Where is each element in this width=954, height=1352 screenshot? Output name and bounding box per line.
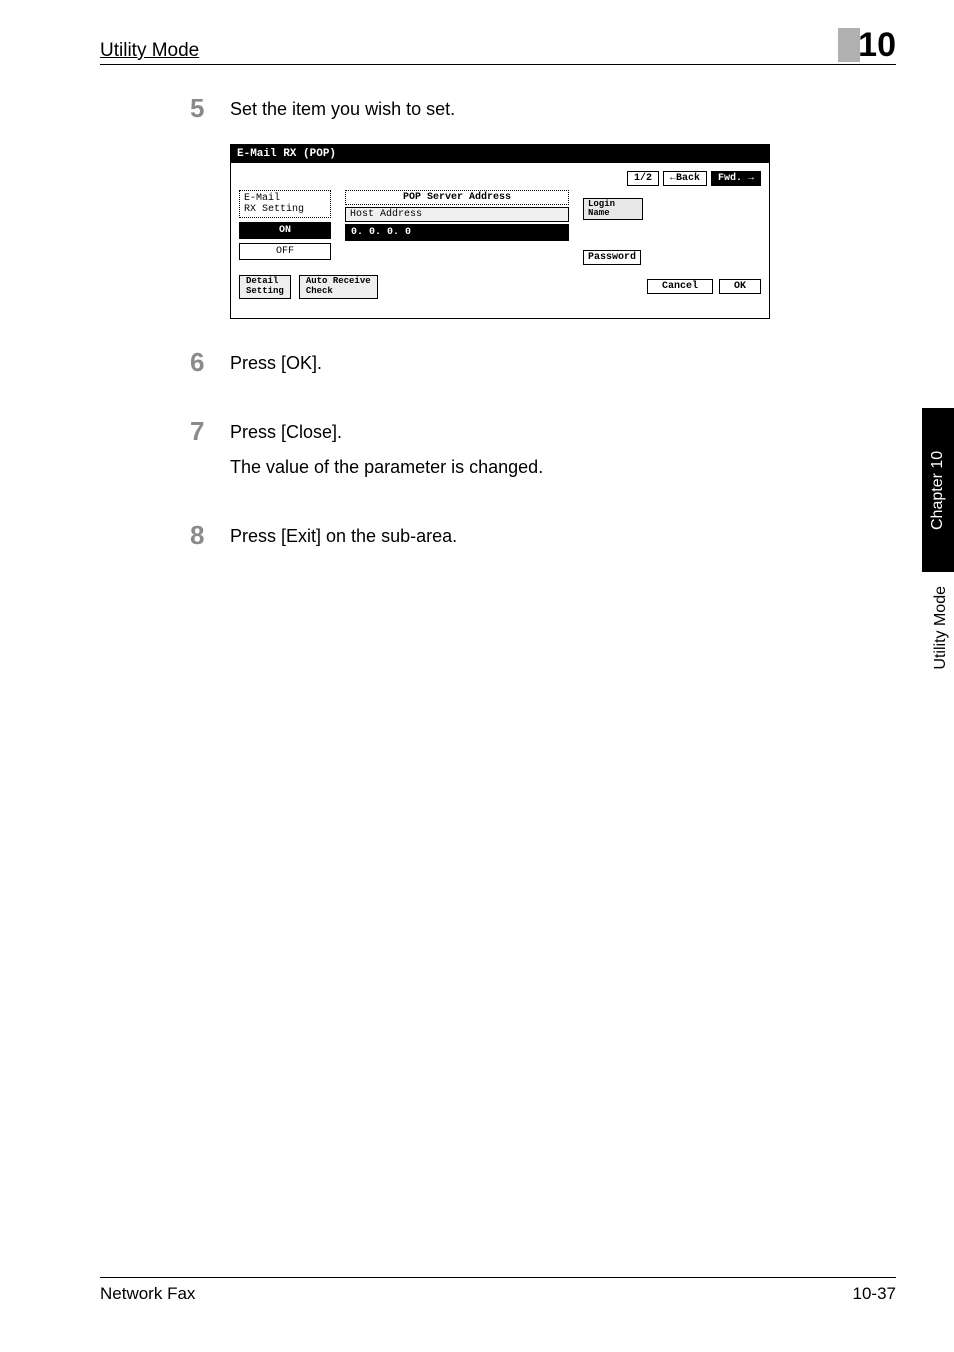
auto-line: Check xyxy=(306,286,333,296)
step-8: 8 Press [Exit] on the sub-area. xyxy=(100,520,896,561)
section-number: 10 xyxy=(840,28,896,62)
step-5: 5 Set the item you wish to set. xyxy=(100,93,896,134)
footer-right: 10-37 xyxy=(853,1284,896,1304)
step-number: 7 xyxy=(100,416,230,492)
header-title: Utility Mode xyxy=(100,40,199,62)
login-line: Name xyxy=(588,208,610,218)
step-subtext: The value of the parameter is changed. xyxy=(230,457,896,478)
step-7: 7 Press [Close]. The value of the parame… xyxy=(100,416,896,492)
step-text: Set the item you wish to set. xyxy=(230,99,896,120)
page-footer: Network Fax 10-37 xyxy=(100,1277,896,1304)
back-button[interactable]: ←Back xyxy=(663,171,707,186)
detail-line: Setting xyxy=(246,286,284,296)
cancel-button[interactable]: Cancel xyxy=(647,279,713,294)
login-name-button[interactable]: Login Name xyxy=(583,198,643,220)
footer-left: Network Fax xyxy=(100,1284,195,1304)
lcd-title: E-Mail RX (POP) xyxy=(231,145,769,163)
step-6: 6 Press [OK]. xyxy=(100,347,896,388)
step-text: Press [OK]. xyxy=(230,353,896,374)
email-rx-label: E-Mail RX Setting xyxy=(239,190,331,218)
step-text: Press [Close]. xyxy=(230,422,896,443)
step-number: 5 xyxy=(100,93,230,134)
label-line: E-Mail xyxy=(244,193,280,204)
page-indicator: 1/2 xyxy=(627,171,659,186)
label-line: RX Setting xyxy=(244,204,304,215)
page-header: Utility Mode 10 xyxy=(100,28,896,65)
auto-line: Auto Receive xyxy=(306,276,371,286)
pop-server-title: POP Server Address xyxy=(345,190,569,205)
step-number: 8 xyxy=(100,520,230,561)
host-address-value: 0. 0. 0. 0 xyxy=(345,224,569,241)
chapter-tab: Chapter 10 xyxy=(922,408,954,572)
on-button[interactable]: ON xyxy=(239,222,331,239)
ok-button[interactable]: OK xyxy=(719,279,761,294)
detail-setting-button[interactable]: Detail Setting xyxy=(239,275,291,299)
lcd-panel: E-Mail RX (POP) 1/2 ←Back Fwd. → E-Mail … xyxy=(230,144,770,319)
off-button[interactable]: OFF xyxy=(239,243,331,260)
auto-receive-button[interactable]: Auto Receive Check xyxy=(299,275,378,299)
detail-line: Detail xyxy=(246,276,278,286)
step-number: 6 xyxy=(100,347,230,388)
fwd-button[interactable]: Fwd. → xyxy=(711,171,761,186)
host-address-button[interactable]: Host Address xyxy=(345,207,569,222)
step-text: Press [Exit] on the sub-area. xyxy=(230,526,896,547)
mode-tab: Utility Mode xyxy=(932,586,950,670)
password-button[interactable]: Password xyxy=(583,250,641,265)
